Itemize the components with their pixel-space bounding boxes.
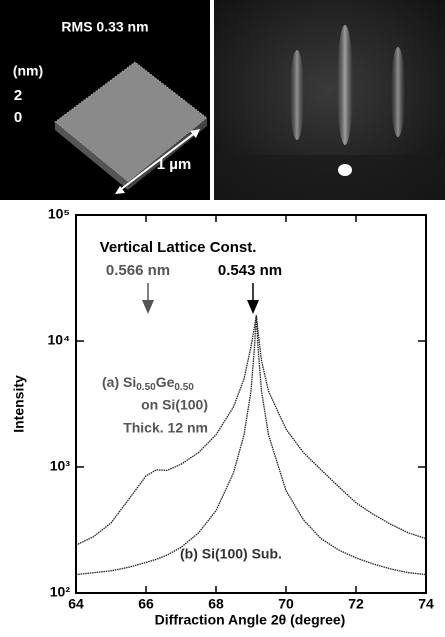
afm-z-unit: (nm) bbox=[13, 63, 43, 79]
annotation-sample-a-2: on Si(100) bbox=[141, 397, 208, 413]
y-tick-label: 10⁵ bbox=[48, 206, 70, 222]
data-line bbox=[75, 315, 427, 576]
annotation-heading: Vertical Lattice Const. bbox=[100, 239, 257, 256]
afm-z-bottom: 0 bbox=[14, 109, 22, 126]
y-tick-label: 10² bbox=[50, 584, 71, 600]
annotation-sample-a: (a) Si0.50Ge0.50 bbox=[102, 374, 194, 393]
data-line bbox=[75, 315, 427, 546]
plot-frame bbox=[75, 214, 427, 594]
y-axis-label: Intensity bbox=[11, 375, 27, 433]
annotation-sample-a-3: Thick. 12 nm bbox=[123, 420, 208, 436]
x-axis-label: Diffraction Angle 2θ (degree) bbox=[155, 612, 346, 628]
afm-scale: 1 µm bbox=[157, 156, 192, 173]
x-tick-label: 70 bbox=[278, 596, 294, 612]
afm-z-top: 2 bbox=[14, 87, 22, 104]
arrow bbox=[142, 283, 154, 314]
arrow bbox=[247, 283, 259, 314]
subscript: 0.50 bbox=[136, 382, 156, 393]
text: Ge bbox=[156, 374, 175, 390]
x-tick-label: 72 bbox=[348, 596, 364, 612]
x-tick-label: 66 bbox=[138, 596, 154, 612]
y-tick-label: 10³ bbox=[50, 458, 71, 474]
afm-rms: RMS 0.33 nm bbox=[61, 19, 148, 35]
x-tick-label: 68 bbox=[208, 596, 224, 612]
annotation-sample-b: (b) Si(100) Sub. bbox=[180, 546, 282, 562]
afm-image: RMS 0.33 nm (nm) 2 0 1 µm bbox=[0, 0, 210, 200]
x-tick-label: 64 bbox=[68, 596, 84, 612]
subscript: 0.50 bbox=[174, 382, 194, 393]
annotation-const-b: 0.543 nm bbox=[218, 262, 282, 279]
y-tick-label: 10⁴ bbox=[48, 332, 71, 348]
annotation-const-a: 0.566 nm bbox=[106, 262, 170, 279]
text: (a) Si bbox=[102, 374, 136, 390]
x-tick-label: 74 bbox=[418, 596, 434, 612]
rheed-image bbox=[214, 0, 445, 200]
